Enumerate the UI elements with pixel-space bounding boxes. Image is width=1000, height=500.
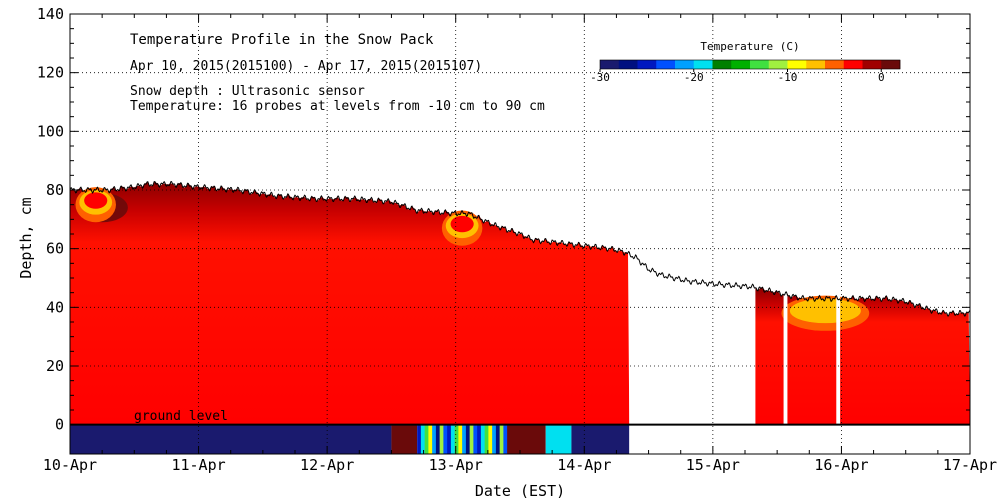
snowpack-cell [70,181,630,425]
ground-cell [454,424,459,454]
temperature-cell [800,300,851,318]
temperature-cell [84,192,108,209]
y-tick-label: 40 [46,298,64,316]
colorbar-tick-label: -20 [684,71,704,84]
colorbar-tick-label: -30 [590,71,610,84]
colorbar-swatch [600,60,620,69]
ground-cell [447,424,452,454]
ground-cell [488,424,493,454]
ground-cell [458,424,463,454]
ground-cell [439,424,444,454]
ground-cell [473,424,478,454]
y-tick-label: 0 [55,416,64,434]
chart-subtitle: Apr 10, 2015(2015100) - Apr 17, 2015(201… [130,59,482,74]
y-tick-label: 80 [46,181,64,199]
y-tick-label: 140 [37,5,64,23]
ground-cell [469,424,474,454]
ground-cell [462,424,467,454]
snow-depth-series [69,181,970,317]
colorbar-title: Temperature (C) [700,40,799,53]
axis-ticks: 10-Apr 11-Apr 12-Apr 13-Apr 14-Apr 15-Apr 16-A… [37,5,997,474]
colorbar-frame [599,59,901,70]
x-axis-label: Date (EST) [475,482,565,500]
ground-cell [499,424,504,454]
colorbar-swatch [618,60,638,69]
ground-cell [495,424,501,454]
x-tick-label: 16-Apr [814,456,868,474]
colorbar-swatch [825,60,845,69]
no-data-gap [629,15,756,454]
y-tick-label: 20 [46,357,64,375]
ground-cell [450,424,456,454]
y-tick-label: 60 [46,240,64,258]
no-data-gap [836,15,841,454]
ground-cell [492,424,497,454]
ground-cell [428,424,433,454]
colorbar-swatch [806,60,826,69]
colorbar-swatch [750,60,770,69]
ground-cell [571,424,630,454]
ground-cell [417,424,422,454]
colorbar-swatch [656,60,676,69]
x-tick-label: 10-Apr [43,456,97,474]
colorbar-swatch [768,60,788,69]
colorbar-tick-label: 0 [878,71,885,84]
ground-cell [465,424,471,454]
ground-cell [435,424,441,454]
ground-cell [443,424,448,454]
colorbar-swatch [862,60,882,69]
colorbar-swatch [731,60,751,69]
ground-cell [420,424,426,454]
colorbar-swatch [693,60,713,69]
ground-cell [70,424,392,454]
colorbar-swatch [637,60,657,69]
ground-cell [432,424,437,454]
note-snow-depth: Snow depth : Ultrasonic sensor [130,84,365,99]
y-axis-label: Depth, cm [17,197,35,278]
y-tick-label: 100 [37,122,64,140]
snow-depth-line [69,181,970,317]
x-tick-label: 14-Apr [557,456,611,474]
colorbar-tick-label: -10 [778,71,798,84]
grid [70,14,970,454]
colorbar-swatch [843,60,863,69]
x-tick-label: 11-Apr [171,456,225,474]
x-tick-label: 13-Apr [429,456,483,474]
ground-cell [484,424,489,454]
note-temperature: Temperature: 16 probes at levels from -1… [130,99,545,114]
colorbar-swatch [675,60,695,69]
x-tick-label: 15-Apr [686,456,740,474]
y-tick-label: 120 [37,64,64,82]
temperature-heatmap [70,15,970,454]
x-tick-label: 12-Apr [300,456,354,474]
no-data-gap [783,15,788,454]
x-tick-label: 17-Apr [943,456,997,474]
chart-title: Temperature Profile in the Snow Pack [130,32,434,48]
temperature-cell [450,215,474,233]
ground-cell [480,424,486,454]
ground-cell [424,424,429,454]
ground-cell [545,424,572,454]
ground-level-label: ground level [134,409,228,424]
colorbar-swatch [787,60,807,69]
colorbar-swatch [881,60,901,69]
ground-cell [391,424,418,454]
colorbar-swatch [712,60,732,69]
ground-cell [507,424,546,454]
colorbar: -30 -20 -10 0 [590,59,901,84]
ground-cell [477,424,482,454]
ground-cell [503,424,508,454]
